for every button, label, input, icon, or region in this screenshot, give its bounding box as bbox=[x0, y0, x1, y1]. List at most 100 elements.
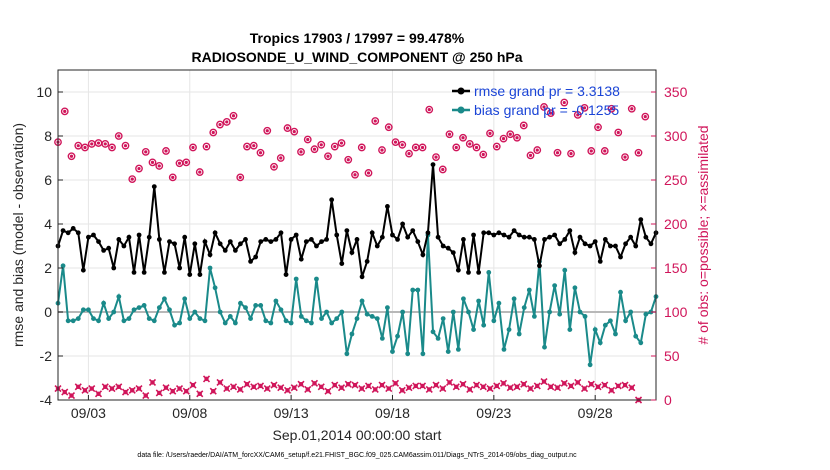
assimilated-obs-dot bbox=[481, 384, 486, 389]
possible-obs-marker bbox=[310, 145, 319, 154]
assimilated-obs-dot bbox=[62, 389, 67, 395]
legend-rmse-marker bbox=[457, 87, 465, 95]
bias-point bbox=[359, 298, 365, 304]
bias-point bbox=[501, 347, 507, 352]
bias-point bbox=[253, 303, 259, 308]
rmse-point bbox=[491, 232, 497, 238]
rmse-point bbox=[364, 259, 370, 264]
possible-obs-marker bbox=[67, 152, 76, 161]
assimilated-obs-dot bbox=[76, 384, 81, 389]
bias-point bbox=[364, 311, 370, 317]
possible-obs-marker bbox=[540, 103, 548, 111]
bias-point bbox=[339, 309, 345, 315]
possible-obs-marker bbox=[195, 168, 204, 176]
possible-obs-marker bbox=[614, 128, 623, 137]
chart-subtitle: RADIOSONDE_U_WIND_COMPONENT @ 250 hPa bbox=[191, 49, 522, 65]
bias-point bbox=[172, 322, 177, 328]
bias-point bbox=[187, 316, 193, 321]
possible-obs-marker bbox=[378, 146, 386, 154]
rmse-point bbox=[288, 237, 294, 242]
y-right-tick-label: 0 bbox=[664, 392, 672, 408]
assimilated-obs-dot bbox=[433, 382, 439, 388]
assimilated-obs-dot bbox=[89, 386, 94, 391]
assimilated-obs-dot bbox=[575, 380, 580, 385]
assimilated-obs-dot bbox=[589, 381, 594, 387]
possible-obs-marker bbox=[472, 143, 481, 152]
rmse-point bbox=[212, 230, 218, 236]
possible-obs-dot bbox=[96, 141, 101, 145]
possible-obs-dot bbox=[636, 151, 641, 155]
bias-point bbox=[151, 318, 157, 324]
bias-point bbox=[405, 351, 411, 357]
rmse-point bbox=[531, 237, 537, 242]
possible-obs-dot bbox=[353, 173, 357, 177]
bias-point bbox=[162, 296, 167, 302]
assimilated-obs-dot bbox=[379, 382, 385, 388]
possible-obs-marker bbox=[330, 142, 339, 151]
bias-point bbox=[354, 316, 360, 321]
assimilated-obs-dot bbox=[427, 387, 432, 392]
possible-obs-marker bbox=[155, 162, 164, 170]
possible-obs-marker bbox=[425, 105, 434, 114]
possible-obs-marker bbox=[580, 103, 589, 112]
bias-point bbox=[202, 318, 208, 324]
rmse-point bbox=[151, 184, 157, 190]
rmse-point bbox=[607, 243, 613, 249]
possible-obs-dot bbox=[366, 171, 371, 175]
possible-obs-marker bbox=[135, 164, 143, 173]
bias-point bbox=[258, 303, 264, 308]
rmse-point bbox=[187, 272, 193, 277]
possible-obs-dot bbox=[225, 120, 229, 124]
possible-obs-marker bbox=[256, 148, 265, 157]
rmse-point bbox=[111, 265, 117, 271]
possible-obs-marker bbox=[371, 117, 380, 125]
rmse-point bbox=[283, 272, 289, 277]
bias-point bbox=[491, 318, 497, 324]
possible-obs-dot bbox=[144, 150, 148, 154]
assimilated-obs-dot bbox=[474, 382, 479, 388]
x-tick-label: 09/13 bbox=[274, 405, 309, 421]
rmse-point bbox=[298, 256, 304, 262]
possible-obs-dot bbox=[474, 145, 479, 150]
possible-obs-dot bbox=[171, 175, 175, 179]
assimilated-obs-dot bbox=[562, 381, 567, 386]
legend-rmse-label: rmse grand pr = 3.3138 bbox=[474, 83, 620, 99]
assimilated-obs-dot bbox=[150, 380, 155, 385]
bias-point bbox=[70, 318, 76, 324]
possible-obs-marker bbox=[452, 143, 461, 152]
rmse-point bbox=[324, 237, 329, 242]
rmse-point bbox=[582, 241, 588, 247]
y-tick-label: 2 bbox=[44, 260, 52, 276]
rmse-point bbox=[243, 237, 248, 242]
rmse-point bbox=[303, 239, 309, 245]
assimilated-obs-dot bbox=[568, 383, 574, 389]
assimilated-obs-dot bbox=[312, 381, 317, 386]
bias-point bbox=[613, 331, 618, 337]
assimilated-obs-dot bbox=[271, 382, 277, 388]
assimilated-obs-dot bbox=[548, 384, 553, 389]
assimilated-obs-dot bbox=[359, 386, 364, 391]
possible-obs-dot bbox=[569, 152, 573, 156]
bias-point bbox=[344, 351, 350, 357]
assimilated-obs-dot bbox=[609, 388, 614, 393]
assimilated-obs-dot bbox=[602, 382, 607, 388]
rmse-point bbox=[440, 243, 446, 249]
rmse-point bbox=[359, 274, 365, 280]
rmse-point bbox=[278, 230, 284, 236]
rmse-point bbox=[141, 270, 147, 275]
bias-point bbox=[531, 314, 537, 319]
rmse-point bbox=[496, 230, 502, 236]
possible-obs-dot bbox=[346, 158, 350, 162]
assimilated-obs-dot bbox=[265, 386, 270, 391]
possible-obs-dot bbox=[481, 152, 485, 157]
bias-point bbox=[293, 276, 299, 282]
y-tick-label: -2 bbox=[40, 348, 53, 364]
possible-obs-marker bbox=[405, 149, 413, 158]
rmse-point bbox=[623, 241, 628, 247]
bias-point bbox=[587, 362, 593, 368]
rmse-point bbox=[486, 230, 492, 236]
bias-point bbox=[197, 316, 203, 321]
bias-point bbox=[440, 316, 446, 321]
possible-obs-marker bbox=[445, 130, 454, 139]
rmse-point bbox=[537, 263, 542, 269]
